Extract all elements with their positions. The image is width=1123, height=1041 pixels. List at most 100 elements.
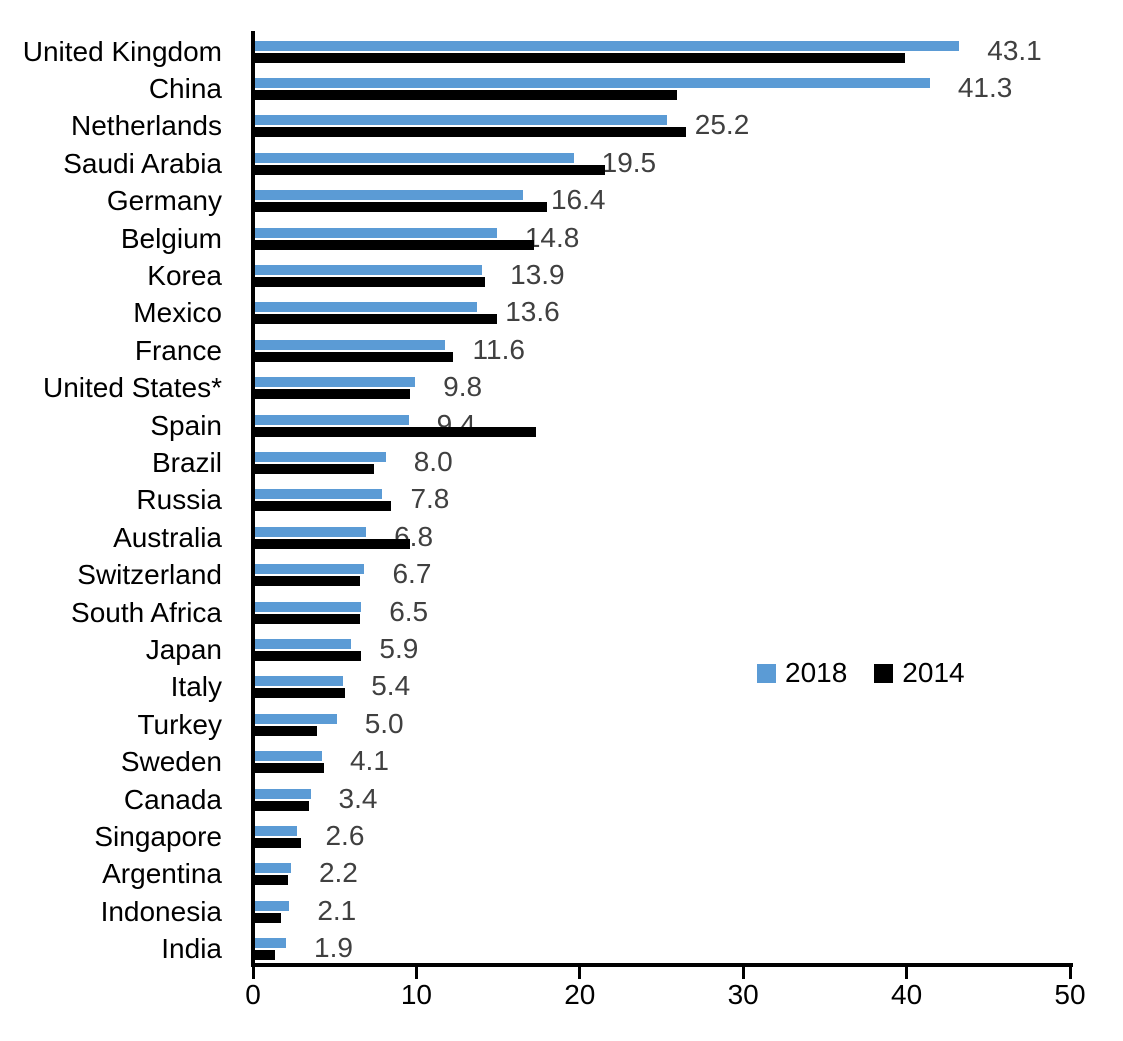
bar-2014 [255, 89, 677, 100]
bar-2014 [255, 164, 605, 175]
x-tick-label: 50 [1054, 979, 1086, 1010]
bar-2018 [255, 377, 416, 388]
value-label: 7.8 [410, 483, 450, 515]
bar-2014 [255, 725, 318, 736]
bar-2014 [255, 688, 345, 699]
value-label: 5.9 [379, 632, 419, 664]
bar-2014 [255, 650, 362, 661]
value-label: 43.1 [987, 34, 1042, 66]
bar-2018 [255, 227, 497, 238]
legend-label-2014: 2014 [902, 657, 965, 688]
bar-2018 [255, 788, 311, 799]
x-tick-label: 30 [727, 979, 759, 1010]
bar-2018 [255, 302, 478, 313]
bar-2018 [255, 264, 483, 275]
bar-2018 [255, 339, 445, 350]
category-label: Germany [106, 185, 222, 217]
bar-2018 [255, 751, 322, 762]
value-label: 5.0 [364, 707, 404, 739]
value-label: 2.1 [317, 894, 357, 926]
bar-2014 [255, 501, 391, 512]
bar-2014 [255, 538, 411, 549]
bar-2018 [255, 115, 667, 126]
value-label: 11.6 [472, 333, 525, 365]
legend-swatch-2018 [757, 663, 776, 683]
bar-2018 [255, 863, 291, 874]
legend: 2018 2014 [757, 659, 965, 687]
category-label: Spain [150, 409, 222, 441]
category-label: Canada [123, 783, 222, 815]
bar-2018 [255, 601, 362, 612]
bar-2014 [255, 202, 548, 213]
category-label: France [134, 334, 222, 366]
category-label: Turkey [137, 708, 222, 740]
bar-2014 [255, 837, 301, 848]
value-label: 2.2 [318, 857, 358, 889]
y-axis-line [251, 31, 255, 967]
bar-2014 [255, 314, 497, 325]
value-label: 8.0 [413, 445, 453, 477]
value-label: 13.6 [505, 296, 560, 328]
category-label: Belgium [120, 222, 222, 254]
value-label: 6.7 [392, 558, 432, 590]
category-label: Australia [113, 521, 222, 553]
value-label: 5.4 [371, 670, 411, 702]
bar-2014 [255, 52, 906, 63]
category-label: Argentina [102, 858, 222, 890]
bar-2014 [255, 389, 411, 400]
bar-2014 [255, 950, 275, 961]
bar-2014 [255, 239, 535, 250]
value-label: 41.3 [957, 71, 1013, 103]
category-label: Korea [147, 259, 222, 291]
x-tick-label: 40 [891, 979, 923, 1010]
category-label: United States* [43, 372, 222, 404]
bar-2014 [255, 763, 324, 774]
value-label: 1.9 [314, 932, 353, 964]
x-tick-label: 0 [245, 979, 261, 1010]
category-label: Indonesia [100, 895, 222, 927]
value-label: 2.6 [325, 819, 365, 851]
category-label: Japan [145, 633, 222, 665]
bar-2018 [255, 638, 352, 649]
category-label: Singapore [94, 820, 222, 852]
bar-2014 [255, 127, 687, 138]
bar-2014 [255, 276, 486, 287]
category-label: Russia [136, 484, 222, 516]
bar-2018 [255, 40, 960, 51]
category-label: Switzerland [77, 559, 222, 591]
legend-swatch-2014 [874, 663, 894, 683]
category-label: South Africa [71, 596, 222, 628]
bar-2014 [255, 576, 360, 587]
category-label: Italy [170, 671, 222, 703]
bar-2018 [255, 77, 930, 88]
bar-2014 [255, 912, 282, 923]
value-label: 6.5 [389, 595, 429, 627]
x-tick [414, 967, 418, 979]
bar-2018 [255, 825, 298, 836]
value-label: 9.8 [443, 371, 483, 403]
bar-2018 [255, 489, 383, 500]
legend-label-2018: 2018 [785, 657, 848, 688]
x-tick-label: 10 [400, 979, 432, 1010]
x-tick [905, 967, 909, 979]
bar-2018 [255, 938, 287, 949]
value-label: 3.4 [338, 782, 378, 814]
value-label: 25.2 [694, 109, 750, 141]
x-tick [578, 967, 582, 979]
x-tick [251, 967, 255, 979]
bar-2014 [255, 426, 537, 437]
x-axis-line [251, 963, 1073, 967]
category-label: Saudi Arabia [63, 147, 222, 179]
value-label: 16.4 [550, 184, 606, 216]
bar-2018 [255, 451, 386, 462]
bar-2018 [255, 152, 574, 163]
value-label: 4.1 [349, 745, 389, 777]
value-label: 19.5 [601, 146, 657, 178]
bar-2018 [255, 414, 409, 425]
category-label: Mexico [133, 297, 222, 329]
bar-2014 [255, 351, 453, 362]
bar-2018 [255, 900, 290, 911]
category-label: Sweden [120, 746, 222, 778]
bar-2014 [255, 800, 309, 811]
x-tick [741, 967, 745, 979]
